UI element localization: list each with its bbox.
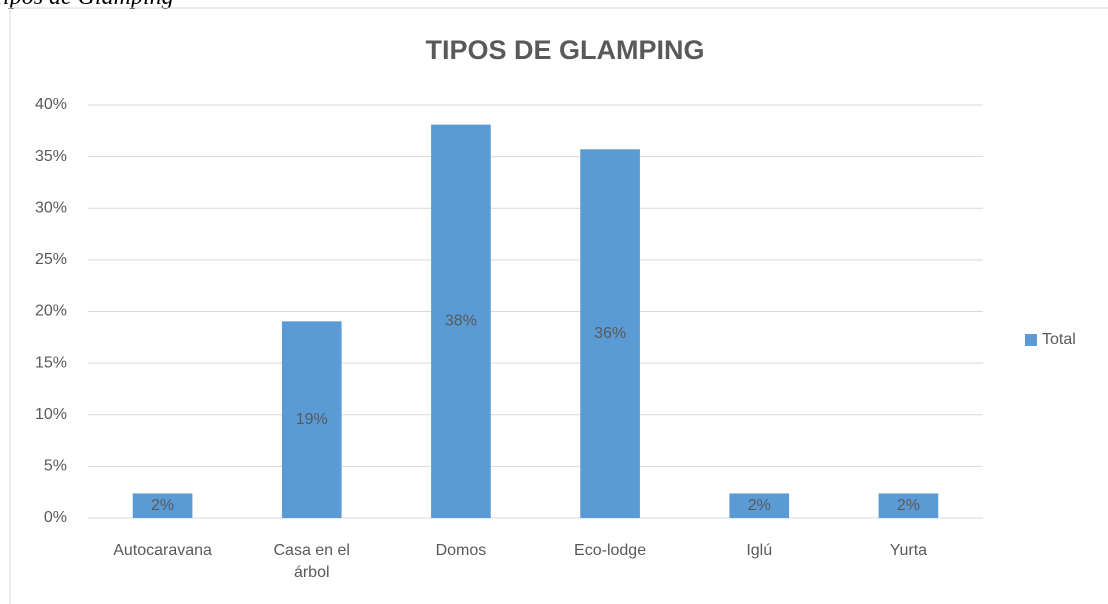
- y-tick-label: 25%: [35, 251, 67, 268]
- x-tick-label: Casa en el árbol: [273, 542, 350, 581]
- data-label: 19%: [296, 411, 328, 428]
- y-tick-label: 10%: [35, 406, 67, 423]
- bar: [431, 124, 491, 519]
- x-tick-label: Domos: [435, 542, 487, 559]
- legend-swatch: [1025, 334, 1037, 346]
- bar: [729, 493, 790, 518]
- x-tick-label: Eco-lodge: [574, 542, 647, 559]
- bar: [580, 149, 640, 518]
- bar: [132, 493, 193, 518]
- bar: [281, 321, 342, 518]
- y-tick-label: 40%: [35, 96, 67, 113]
- caption: Tipos de Glamping: [0, 0, 174, 11]
- legend-label: Total: [1042, 331, 1076, 348]
- data-label: 36%: [594, 325, 626, 342]
- y-tick-label: 5%: [44, 458, 67, 475]
- y-tick-label: 35%: [35, 148, 67, 165]
- bar: [878, 493, 939, 518]
- data-label: 38%: [445, 313, 477, 330]
- x-tick-label: Yurta: [889, 542, 928, 559]
- y-tick-label: 20%: [35, 303, 67, 320]
- data-label: 2%: [151, 497, 174, 514]
- x-tick-label: Iglú: [746, 542, 773, 559]
- data-label: 2%: [897, 497, 920, 514]
- y-tick-label: 0%: [44, 509, 67, 526]
- y-tick-label: 30%: [35, 199, 67, 216]
- y-tick-label: 15%: [35, 354, 67, 371]
- x-tick-label: Autocaravana: [113, 542, 212, 559]
- data-label: 2%: [748, 497, 771, 514]
- chart-title: TIPOS DE GLAMPING: [425, 35, 704, 65]
